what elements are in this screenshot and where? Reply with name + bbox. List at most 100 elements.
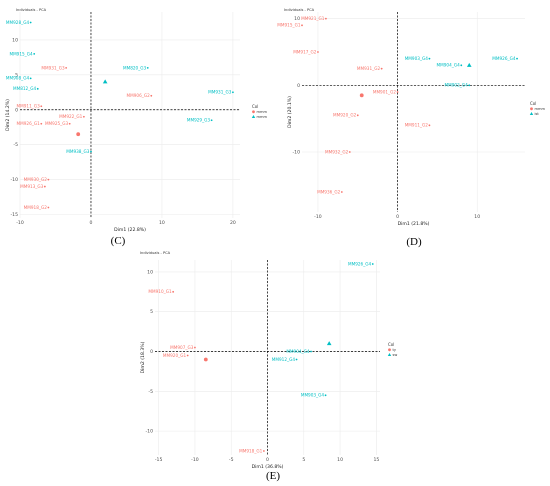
data-point-label: MM925_G3 xyxy=(45,121,69,126)
data-point xyxy=(262,450,265,452)
x-tick-label: 5 xyxy=(302,457,305,463)
data-point xyxy=(380,67,383,70)
data-point-label: MM901_G2 xyxy=(373,89,397,94)
data-point xyxy=(348,151,351,153)
data-point-label: MM902_G4 xyxy=(445,83,469,88)
data-point-label: MM915_G1 xyxy=(277,23,301,28)
panel-e-pca-plot: Individuals - PCA -15 -10 -5 0 5 10 15 -10 -5 0 5 10… xyxy=(140,251,397,470)
data-point-label: MM911_G2 xyxy=(405,123,429,128)
data-point-label: MM936_G2 xyxy=(317,189,341,194)
data-point xyxy=(29,21,32,24)
panel-label-d: (D) xyxy=(406,236,422,248)
group-centroid xyxy=(76,132,81,137)
grid xyxy=(19,12,240,218)
data-point-label: MM929_G3 xyxy=(187,118,211,123)
data-point xyxy=(82,115,85,118)
data-point xyxy=(36,87,39,90)
data-point xyxy=(317,51,319,53)
data-point-label: MM930_G2 xyxy=(24,177,48,182)
y-tick-label: -10 xyxy=(292,150,300,156)
x-tick-label: 20 xyxy=(230,220,236,226)
data-point xyxy=(40,105,43,108)
data-point-label: MM820_G3 xyxy=(123,65,147,70)
legend-marker xyxy=(529,112,534,115)
chart-title: Individuals - PCA xyxy=(16,8,47,12)
x-tick-label: -15 xyxy=(155,457,163,463)
legend-marker xyxy=(251,115,256,118)
data-point-label: MM906_G2 xyxy=(127,93,151,98)
data-point xyxy=(295,358,298,361)
x-tick-label: 10 xyxy=(337,457,343,463)
legend-marker xyxy=(388,348,391,352)
data-point xyxy=(340,191,343,193)
legend-entry-label: sw xyxy=(393,353,398,357)
legend-entry-label: mmm xyxy=(257,110,268,114)
x-tick-label: -10 xyxy=(314,214,322,220)
data-point-label: MM918_G2 xyxy=(24,205,48,210)
data-point-label: MM911_G3 xyxy=(17,104,41,109)
y-tick-label: -10 xyxy=(145,429,153,435)
x-tick-label: 15 xyxy=(373,457,379,463)
data-point xyxy=(301,24,303,27)
x-axis-label: Dim1 (22.8%) xyxy=(114,227,146,233)
y-tick-label: -5 xyxy=(148,389,153,395)
data-point xyxy=(324,17,327,20)
y-tick-label: 10 xyxy=(294,16,300,22)
data-point xyxy=(33,52,36,55)
y-tick-label: 0 xyxy=(297,83,300,89)
y-tick-label: -15 xyxy=(10,212,18,218)
group-centroid xyxy=(203,357,208,362)
x-axis-label: Dim1 (21.8%) xyxy=(398,221,430,227)
x-tick-label: 0 xyxy=(89,220,92,226)
data-point-label: MM931_G3 xyxy=(41,65,65,70)
data-point-label: MM931_G3 xyxy=(208,90,232,95)
data-point-label: MM908_G4 xyxy=(6,76,30,81)
x-tick-label: 0 xyxy=(266,457,269,463)
data-point-label: MM907_G3 xyxy=(170,345,194,350)
data-point xyxy=(150,94,153,97)
legend-entry-label: mmm xyxy=(535,107,546,111)
data-point xyxy=(232,91,234,94)
data-point xyxy=(68,122,71,125)
x-axis-label: Dim1 (36.8%) xyxy=(252,464,284,470)
x-tick-label: 10 xyxy=(474,214,480,220)
legend-entry-label: ist xyxy=(535,112,540,116)
data-point-label: MM926_G4 xyxy=(348,261,372,266)
legend-entry-label: ty xyxy=(393,348,397,352)
data-point xyxy=(40,122,43,125)
panel-label-e: (E) xyxy=(266,470,280,482)
data-point xyxy=(371,263,374,265)
y-axis-label: Dim2 (14.2%) xyxy=(5,99,11,131)
y-axis-label: Dim2 (20.1%) xyxy=(287,96,293,128)
data-point-label: MM915_G4 xyxy=(9,51,33,56)
data-point xyxy=(468,84,471,87)
chart-title: Individuals - PCA xyxy=(284,8,315,12)
panel-d-pca-plot: Individuals - PCA -10 0 10 -10 0 10 Dim1 (21.8%… xyxy=(277,8,545,227)
data-point-label: MM918_G1 xyxy=(239,448,263,453)
data-point-label: MM913_G3 xyxy=(20,184,44,189)
data-point-label: MM926_G1 xyxy=(17,121,41,126)
legend-title: Col xyxy=(530,101,536,106)
panel-c-pca-plot: Individuals - PCA -10 0 10 20 -15 -10 -5 0 5 10 Dim… xyxy=(5,8,268,233)
x-tick-label: 10 xyxy=(159,220,165,226)
group-centroid xyxy=(359,93,364,98)
data-point-label: MM928_G4 xyxy=(6,20,30,25)
data-point-label: MM922_G1 xyxy=(59,114,83,119)
y-tick-label: 5 xyxy=(15,72,18,78)
data-point-label: MM920_G2 xyxy=(333,113,357,118)
data-point xyxy=(396,91,399,93)
group-centroid xyxy=(102,79,108,84)
x-tick-label: -10 xyxy=(16,220,24,226)
y-tick-label: 0 xyxy=(15,107,18,113)
data-point xyxy=(310,350,312,353)
x-tick-label: -5 xyxy=(229,457,234,463)
data-point xyxy=(186,354,189,357)
data-point xyxy=(516,57,518,60)
data-point xyxy=(65,66,68,69)
x-tick-label: 0 xyxy=(396,214,399,220)
data-point xyxy=(460,64,463,67)
data-point xyxy=(146,66,149,69)
